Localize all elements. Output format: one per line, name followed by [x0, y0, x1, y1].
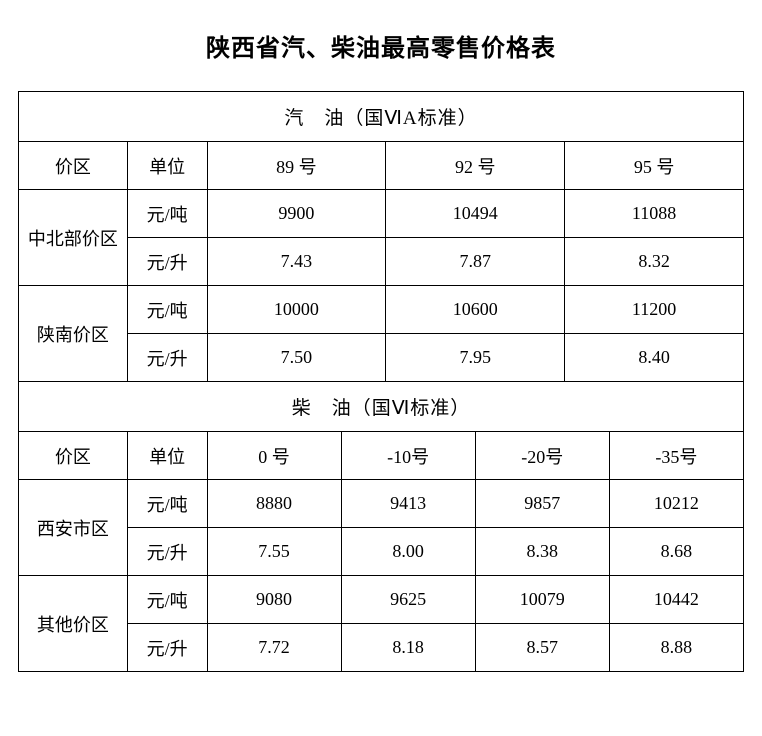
value-cell: 9413 — [341, 480, 475, 528]
value-cell: 7.43 — [207, 238, 386, 286]
region-name: 中北部价区 — [19, 190, 128, 286]
value-cell: 8.18 — [341, 624, 475, 672]
unit-cell: 元/吨 — [127, 286, 207, 334]
value-cell: 11088 — [565, 190, 744, 238]
value-cell: 8.68 — [609, 528, 743, 576]
gasoline-grade-89: 89 号 — [207, 142, 386, 190]
page-title: 陕西省汽、柴油最高零售价格表 — [18, 28, 744, 63]
diesel-header-row: 价区 单位 0 号 -10号 -20号 -35号 — [19, 432, 744, 480]
gasoline-header-region: 价区 — [19, 142, 128, 190]
value-cell: 8.57 — [475, 624, 609, 672]
value-cell: 7.50 — [207, 334, 386, 382]
gasoline-header-unit: 单位 — [127, 142, 207, 190]
value-cell: 10000 — [207, 286, 386, 334]
diesel-section-header-row: 柴 油（国Ⅵ标准） — [19, 382, 744, 432]
value-cell: 9080 — [207, 576, 341, 624]
value-cell: 10494 — [386, 190, 565, 238]
value-cell: 8.00 — [341, 528, 475, 576]
unit-cell: 元/吨 — [127, 480, 207, 528]
table-row: 元/升 7.72 8.18 8.57 8.88 — [19, 624, 744, 672]
unit-cell: 元/升 — [127, 334, 207, 382]
value-cell: 9900 — [207, 190, 386, 238]
value-cell: 10212 — [609, 480, 743, 528]
value-cell: 7.55 — [207, 528, 341, 576]
value-cell: 8.40 — [565, 334, 744, 382]
value-cell: 8.32 — [565, 238, 744, 286]
value-cell: 8880 — [207, 480, 341, 528]
unit-cell: 元/升 — [127, 238, 207, 286]
table-row: 元/升 7.50 7.95 8.40 — [19, 334, 744, 382]
region-name: 陕南价区 — [19, 286, 128, 382]
diesel-header-region: 价区 — [19, 432, 128, 480]
table-row: 中北部价区 元/吨 9900 10494 11088 — [19, 190, 744, 238]
diesel-grade-0: 0 号 — [207, 432, 341, 480]
diesel-header-unit: 单位 — [127, 432, 207, 480]
value-cell: 10442 — [609, 576, 743, 624]
table-row: 元/升 7.55 8.00 8.38 8.68 — [19, 528, 744, 576]
value-cell: 7.72 — [207, 624, 341, 672]
value-cell: 8.38 — [475, 528, 609, 576]
value-cell: 11200 — [565, 286, 744, 334]
value-cell: 7.95 — [386, 334, 565, 382]
value-cell: 9857 — [475, 480, 609, 528]
region-name: 其他价区 — [19, 576, 128, 672]
gasoline-grade-92: 92 号 — [386, 142, 565, 190]
value-cell: 7.87 — [386, 238, 565, 286]
diesel-grade-n20: -20号 — [475, 432, 609, 480]
value-cell: 8.88 — [609, 624, 743, 672]
unit-cell: 元/吨 — [127, 190, 207, 238]
unit-cell: 元/吨 — [127, 576, 207, 624]
gasoline-header-row: 价区 单位 89 号 92 号 95 号 — [19, 142, 744, 190]
diesel-grade-n35: -35号 — [609, 432, 743, 480]
region-name: 西安市区 — [19, 480, 128, 576]
unit-cell: 元/升 — [127, 624, 207, 672]
value-cell: 10600 — [386, 286, 565, 334]
price-table: 汽 油（国ⅥA标准） 价区 单位 89 号 92 号 95 号 中北部价区 元/… — [18, 91, 744, 672]
table-row: 其他价区 元/吨 9080 9625 10079 10442 — [19, 576, 744, 624]
table-row: 西安市区 元/吨 8880 9413 9857 10212 — [19, 480, 744, 528]
diesel-section-title: 柴 油（国Ⅵ标准） — [19, 382, 744, 432]
table-row: 陕南价区 元/吨 10000 10600 11200 — [19, 286, 744, 334]
table-row: 元/升 7.43 7.87 8.32 — [19, 238, 744, 286]
gasoline-grade-95: 95 号 — [565, 142, 744, 190]
value-cell: 10079 — [475, 576, 609, 624]
value-cell: 9625 — [341, 576, 475, 624]
gasoline-section-header-row: 汽 油（国ⅥA标准） — [19, 92, 744, 142]
diesel-grade-n10: -10号 — [341, 432, 475, 480]
gasoline-section-title: 汽 油（国ⅥA标准） — [19, 92, 744, 142]
unit-cell: 元/升 — [127, 528, 207, 576]
